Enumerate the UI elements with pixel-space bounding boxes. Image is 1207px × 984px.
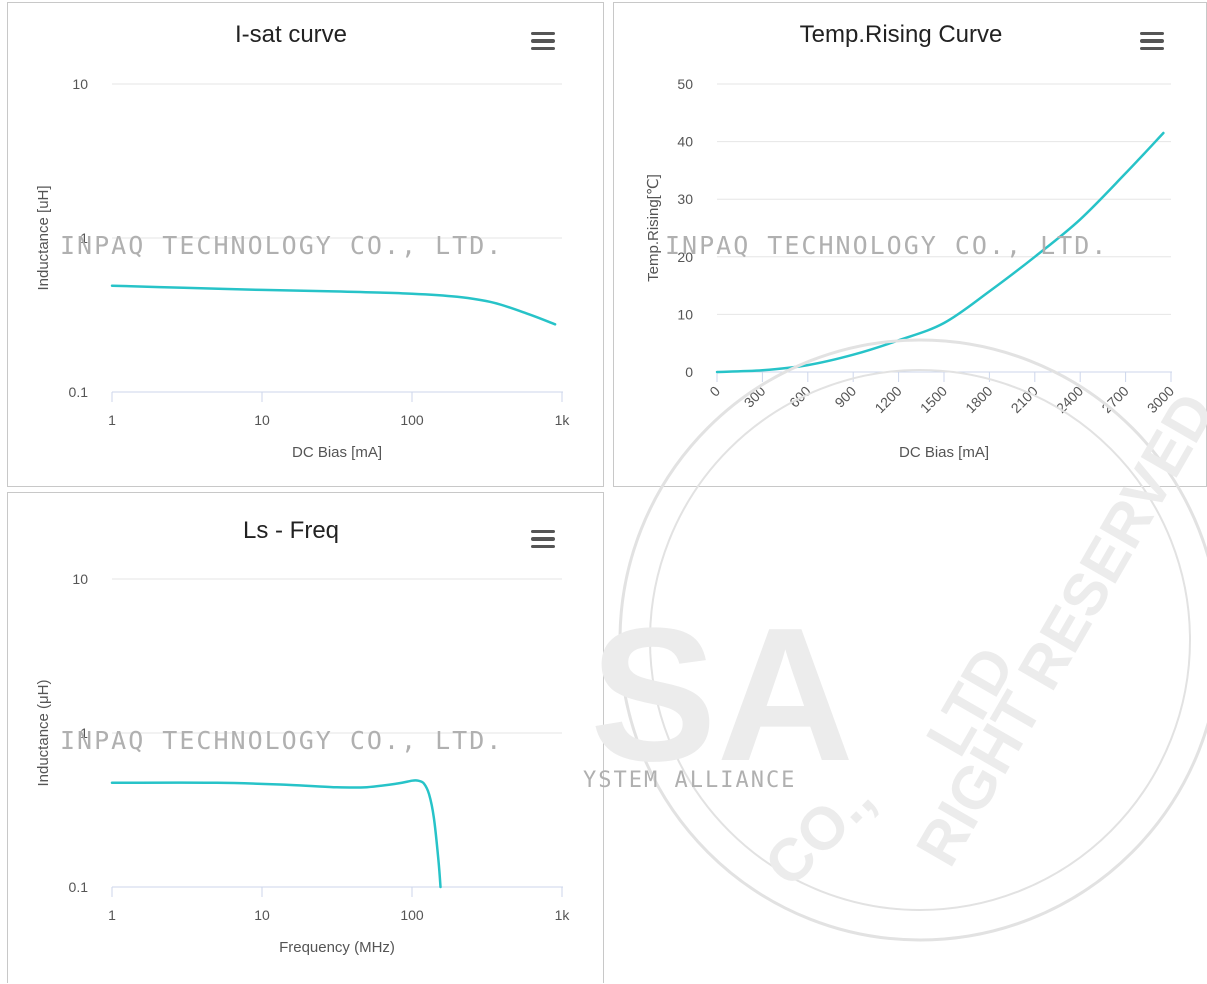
hamburger-icon xyxy=(531,31,555,36)
freq-chart: Ls - Freq 0.1 1 10 1 10 100 1k Frequency (MHz) In… xyxy=(35,517,571,956)
x-tick-label: 1 xyxy=(108,412,116,428)
y-tick-label: 40 xyxy=(677,134,693,150)
x-tick-label: 3000 xyxy=(1144,383,1177,416)
x-tick-label: 2100 xyxy=(1008,383,1041,416)
hamburger-icon-bar xyxy=(531,544,555,549)
freq-chart-panel: Ls - Freq 0.1 1 10 1 10 100 1k Frequency (MHz) In… xyxy=(7,492,604,983)
x-tick-label: 1k xyxy=(555,412,571,428)
x-tick-label: 100 xyxy=(400,907,424,923)
y-tick-label: 50 xyxy=(677,76,693,92)
hamburger-icon xyxy=(1140,31,1164,36)
y-tick-label: 20 xyxy=(677,249,693,265)
watermark-seal-letters: SA xyxy=(590,589,854,801)
x-tick-label: 300 xyxy=(741,383,769,411)
watermark-seal-ltd: LTD xyxy=(913,636,1027,767)
hamburger-icon-bar xyxy=(531,537,555,541)
y-tick-label: 1 xyxy=(80,725,88,741)
x-tick-label: 600 xyxy=(786,383,814,411)
watermark-seal-co: CO., xyxy=(752,765,887,900)
y-tick-label: 0.1 xyxy=(69,384,89,400)
x-tick-label: 1200 xyxy=(871,383,904,416)
hamburger-icon-bar xyxy=(531,46,555,51)
x-tick-label: 1500 xyxy=(917,383,950,416)
x-axis-title: DC Bias [mA] xyxy=(292,444,382,461)
x-tick-label: 2700 xyxy=(1098,383,1131,416)
y-tick-label: 10 xyxy=(677,306,693,322)
temp-menu-button[interactable] xyxy=(1139,30,1165,52)
y-axis-title: Inductance [uH] xyxy=(35,185,52,290)
x-tick-label: 900 xyxy=(831,383,859,411)
chart-title: I-sat curve xyxy=(235,21,347,48)
series-line xyxy=(110,284,557,326)
x-tick-label: 10 xyxy=(254,907,270,923)
watermark-alliance: YSTEM ALLIANCE xyxy=(583,768,796,793)
isat-menu-button[interactable] xyxy=(530,30,556,52)
x-tick-label: 1 xyxy=(108,907,116,923)
x-axis-title: DC Bias [mA] xyxy=(899,444,989,461)
x-axis-title: Frequency (MHz) xyxy=(279,939,395,956)
hamburger-icon-bar xyxy=(531,39,555,43)
hamburger-icon-bar xyxy=(1140,39,1164,43)
y-tick-label: 30 xyxy=(677,191,693,207)
hamburger-icon-bar xyxy=(1140,46,1164,51)
isat-chart: I-sat curve 0.1 1 10 1 10 100 1k DC Bias [mA] Ind… xyxy=(35,21,571,461)
x-tick-label: 1k xyxy=(555,907,571,923)
chart-title: Temp.Rising Curve xyxy=(800,21,1003,48)
x-tick-label: 0 xyxy=(706,383,723,400)
y-tick-label: 0 xyxy=(685,364,693,380)
y-tick-label: 10 xyxy=(72,571,88,587)
chart-title: Ls - Freq xyxy=(243,517,339,544)
series-line xyxy=(715,131,1165,374)
x-tick-label: 10 xyxy=(254,412,270,428)
hamburger-icon xyxy=(531,529,555,534)
freq-menu-button[interactable] xyxy=(530,528,556,550)
y-tick-label: 10 xyxy=(72,76,88,92)
isat-chart-panel: I-sat curve 0.1 1 10 1 10 100 1k DC Bias [mA] Ind… xyxy=(7,2,604,487)
series-line xyxy=(110,779,442,889)
y-tick-label: 0.1 xyxy=(69,879,89,895)
x-tick-label: 100 xyxy=(400,412,424,428)
y-tick-label: 1 xyxy=(80,230,88,246)
x-tick-label: 1800 xyxy=(962,383,995,416)
y-axis-title: Inductance (μH) xyxy=(35,679,52,786)
temp-chart: Temp.Rising Curve 0 10 20 30 40 50 0 300 600 900 12… xyxy=(645,21,1177,461)
temp-chart-panel: Temp.Rising Curve 0 10 20 30 40 50 0 300 600 900 12… xyxy=(613,2,1207,487)
y-axis-title: Temp.Rising[℃] xyxy=(645,174,662,282)
x-tick-label: 2400 xyxy=(1053,383,1086,416)
